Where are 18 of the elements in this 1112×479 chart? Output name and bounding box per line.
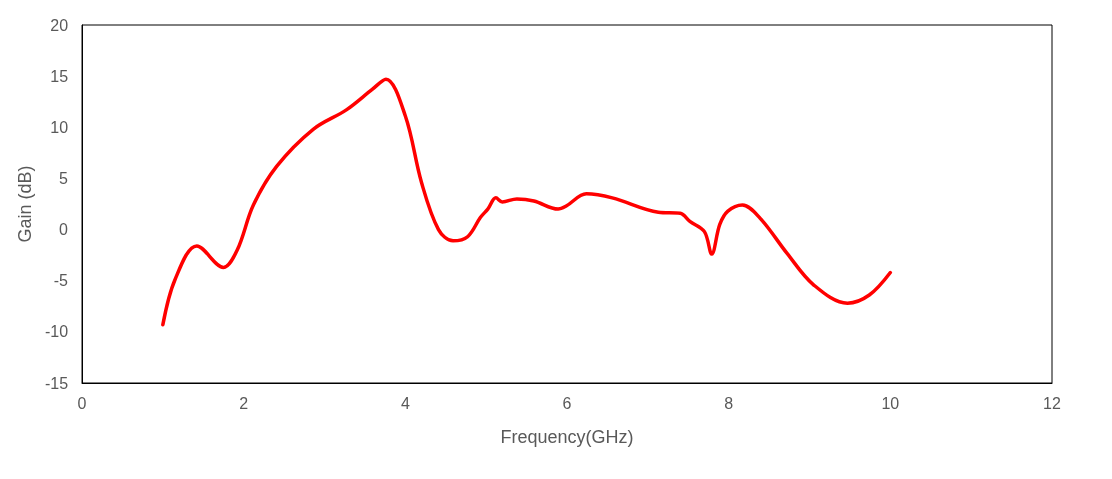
x-tick-label: 2	[239, 394, 249, 412]
y-tick-label: 20	[50, 16, 69, 34]
x-tick-label: 4	[400, 394, 410, 412]
y-tick-label: 10	[50, 118, 69, 136]
x-tick-label: 12	[1043, 394, 1061, 412]
line-series	[161, 77, 893, 327]
y-tick-label: -15	[44, 374, 69, 392]
y-tick-label: 15	[50, 67, 69, 85]
y-tick-label: -5	[53, 272, 69, 290]
x-tick-label: 8	[724, 394, 734, 412]
y-tick-label: 5	[59, 169, 69, 187]
x-tick-label: 0	[77, 394, 87, 412]
y-tick-label: -10	[44, 323, 69, 341]
y-tick-label: 0	[59, 221, 69, 239]
x-tick-label: 10	[881, 394, 900, 412]
x-axis-title: Frequency(GHz)	[500, 427, 634, 447]
y-axis-title: Gain (dB)	[15, 165, 35, 243]
x-tick-label: 6	[562, 394, 572, 412]
